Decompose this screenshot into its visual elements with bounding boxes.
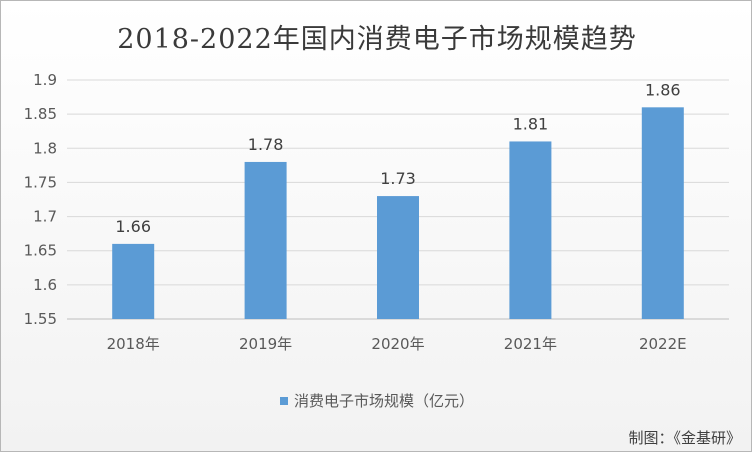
data-label: 1.81 [513,114,549,133]
x-category-label: 2021年 [504,335,557,353]
x-category-label: 2019年 [239,335,292,353]
bar [377,196,419,319]
credit-text: 制图：《金基研》 [628,429,741,447]
y-tick-label: 1.7 [33,208,57,226]
bar [509,141,552,319]
y-tick-label: 1.8 [33,139,57,157]
chart-title: 2018-2022年国内消费电子市场规模趋势 [117,24,637,55]
y-tick-label: 1.6 [33,276,57,294]
y-tick-label: 1.9 [33,71,57,89]
y-tick-label: 1.55 [24,310,57,328]
x-category-label: 2018年 [107,335,160,353]
y-tick-label: 1.85 [24,105,57,123]
bar [244,161,287,319]
legend: 消费电子市场规模（亿元） [1,390,752,411]
data-label: 1.86 [645,80,681,99]
legend-label: 消费电子市场规模（亿元） [293,392,474,410]
y-tick-label: 1.65 [24,242,57,260]
y-tick-label: 1.75 [24,173,57,191]
x-category-label: 2022E [639,335,687,353]
data-label: 1.66 [115,217,151,236]
x-category-label: 2020年 [371,335,424,353]
data-label: 1.73 [380,169,416,188]
legend-swatch [279,397,288,405]
data-label: 1.78 [248,135,284,154]
bar [641,107,684,319]
bar [112,243,155,319]
